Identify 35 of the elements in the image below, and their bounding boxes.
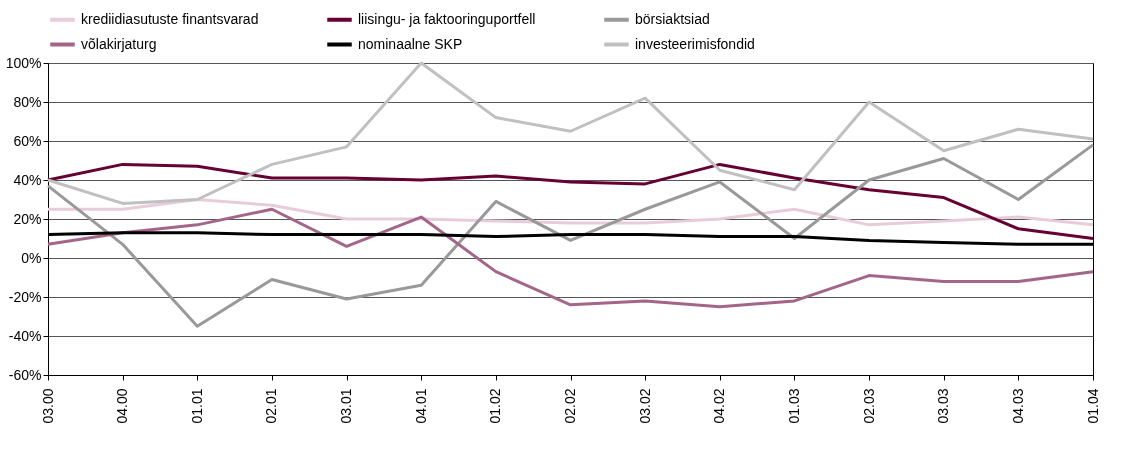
y-tick-label: 40% bbox=[13, 171, 42, 188]
legend-label: krediidiasutuste finantsvarad bbox=[81, 10, 259, 27]
y-tick-label: 20% bbox=[13, 210, 42, 227]
x-tick-label: 04.02 bbox=[711, 388, 728, 424]
x-tick-label: 02.03 bbox=[860, 388, 877, 424]
x-tick-label: 02.02 bbox=[562, 388, 578, 424]
y-tick-label: 60% bbox=[13, 132, 42, 149]
x-tick-label: 03.01 bbox=[338, 388, 355, 424]
line-series bbox=[46, 207, 1095, 309]
x-tick-label: 01.04 bbox=[1084, 388, 1101, 424]
x-tick-label: 01.03 bbox=[785, 388, 802, 424]
line-series bbox=[46, 61, 1095, 205]
line-series bbox=[46, 198, 1095, 227]
y-tick-label: -40% bbox=[8, 327, 42, 344]
x-tick-label: 03.00 bbox=[39, 388, 56, 424]
line-series bbox=[46, 143, 1095, 328]
legend-label: börsiaktsiad bbox=[635, 10, 710, 27]
x-tick-label: 04.03 bbox=[1009, 388, 1026, 424]
y-tick-label: 100% bbox=[5, 54, 42, 71]
y-tick-label: -60% bbox=[8, 366, 42, 383]
legend-label: liisingu- ja faktooringuportfell bbox=[358, 10, 536, 27]
x-tick-label: 03.02 bbox=[636, 388, 653, 424]
legend-label: võlakirjaturg bbox=[81, 35, 157, 52]
legend-label: nominaalne SKP bbox=[358, 35, 463, 52]
x-tick-label: 04.00 bbox=[114, 388, 131, 424]
y-tick-label: 0% bbox=[21, 249, 42, 266]
legend-label: investeerimisfondid bbox=[635, 35, 755, 52]
x-tick-label: 03.03 bbox=[935, 388, 952, 424]
line-series bbox=[46, 162, 1095, 240]
x-tick-label: 04.01 bbox=[412, 388, 429, 424]
x-tick-label: 01.02 bbox=[487, 388, 504, 424]
y-tick-label: -20% bbox=[8, 288, 42, 305]
x-tick-label: 02.01 bbox=[263, 388, 280, 424]
y-tick-label: 80% bbox=[13, 93, 42, 110]
x-tick-label: 01.01 bbox=[188, 388, 205, 424]
